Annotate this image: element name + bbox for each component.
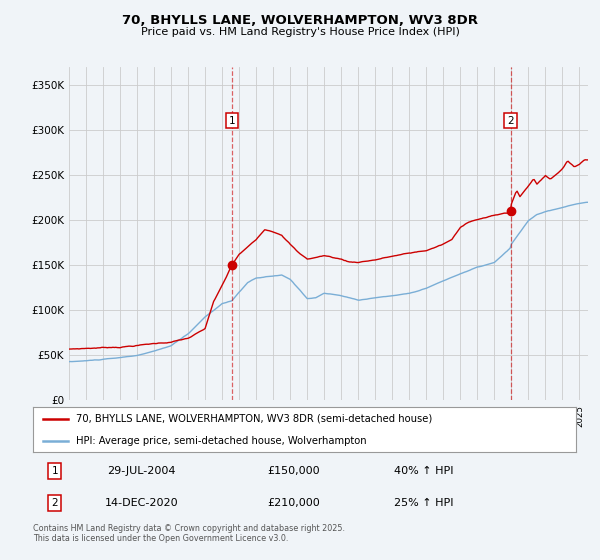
Text: 70, BHYLLS LANE, WOLVERHAMPTON, WV3 8DR (semi-detached house): 70, BHYLLS LANE, WOLVERHAMPTON, WV3 8DR … xyxy=(76,414,433,424)
Text: 1: 1 xyxy=(229,115,235,125)
Text: 2: 2 xyxy=(507,115,514,125)
Text: 14-DEC-2020: 14-DEC-2020 xyxy=(105,498,178,507)
Text: £150,000: £150,000 xyxy=(268,466,320,475)
Text: 2: 2 xyxy=(52,498,58,507)
Text: 1: 1 xyxy=(52,466,58,475)
Text: Price paid vs. HM Land Registry's House Price Index (HPI): Price paid vs. HM Land Registry's House … xyxy=(140,27,460,37)
Text: Contains HM Land Registry data © Crown copyright and database right 2025.
This d: Contains HM Land Registry data © Crown c… xyxy=(33,524,345,543)
Text: HPI: Average price, semi-detached house, Wolverhampton: HPI: Average price, semi-detached house,… xyxy=(76,436,367,446)
Text: 40% ↑ HPI: 40% ↑ HPI xyxy=(394,466,454,475)
Text: 29-JUL-2004: 29-JUL-2004 xyxy=(107,466,176,475)
Text: 25% ↑ HPI: 25% ↑ HPI xyxy=(394,498,454,507)
Text: 70, BHYLLS LANE, WOLVERHAMPTON, WV3 8DR: 70, BHYLLS LANE, WOLVERHAMPTON, WV3 8DR xyxy=(122,14,478,27)
Text: £210,000: £210,000 xyxy=(267,498,320,507)
